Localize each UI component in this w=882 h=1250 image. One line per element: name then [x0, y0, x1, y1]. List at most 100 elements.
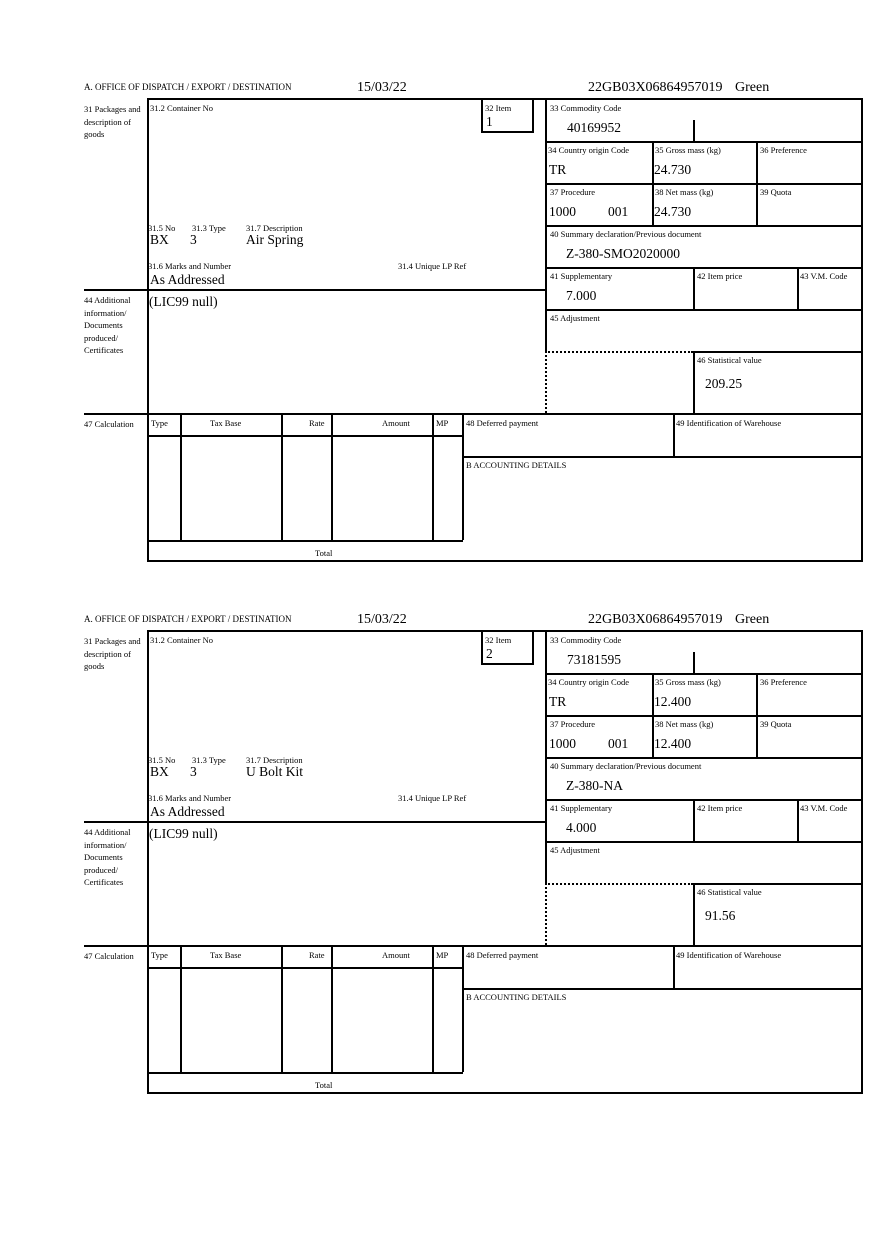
divider	[84, 945, 863, 947]
supplementary-label: 41 Supplementary	[550, 271, 613, 281]
divider	[545, 98, 547, 351]
office-heading: A. OFFICE OF DISPATCH / EXPORT / DESTINA…	[84, 614, 292, 624]
preference-label: 36 Preference	[760, 145, 807, 155]
type-label: 31.3 Type	[192, 223, 226, 233]
divider	[481, 663, 534, 665]
divider	[545, 883, 547, 945]
divider	[147, 630, 863, 632]
divider	[797, 267, 799, 309]
divider	[84, 821, 546, 823]
divider	[545, 757, 862, 759]
item-number: 1	[486, 114, 493, 129]
divider	[331, 413, 333, 540]
marks-label: 31.6 Marks and Number	[148, 261, 232, 271]
reference-number: 22GB03X06864957019	[588, 612, 723, 627]
accounting-label: B ACCOUNTING DETAILS	[466, 992, 567, 1002]
divider	[693, 799, 695, 841]
divider	[281, 945, 283, 1072]
divider	[532, 630, 534, 664]
divider	[652, 141, 654, 225]
summary-value: Z-380-SMO2020000	[566, 246, 680, 261]
divider	[147, 540, 463, 542]
divider	[147, 1092, 863, 1094]
col-tax-base: Tax Base	[210, 418, 242, 428]
gross-label: 35 Gross mass (kg)	[655, 677, 721, 687]
date: 15/03/22	[357, 612, 407, 627]
divider	[180, 413, 182, 540]
divider	[481, 131, 534, 133]
procedure-value: 1000	[549, 204, 576, 219]
declaration-item-block: A. OFFICE OF DISPATCH / EXPORT / DESTINA…	[0, 0, 882, 562]
divider	[84, 289, 546, 291]
divider	[693, 883, 862, 885]
accounting-label: B ACCOUNTING DETAILS	[466, 460, 567, 470]
divider	[545, 799, 862, 801]
gross-value: 12.400	[654, 694, 692, 709]
supplementary-value: 7.000	[566, 288, 597, 303]
quota-label: 39 Quota	[760, 187, 792, 197]
packages-label: 31 Packages and description of goods	[84, 104, 141, 139]
net-label: 38 Net mass (kg)	[655, 187, 714, 197]
packages-label: 31 Packages and description of goods	[84, 636, 141, 671]
summary-value: Z-380-NA	[566, 778, 623, 793]
divider	[147, 98, 149, 562]
description-label: 31.7 Description	[246, 755, 303, 765]
procedure-ext-value: 001	[608, 204, 629, 219]
container-label: 31.2 Container No	[150, 635, 214, 645]
gross-label: 35 Gross mass (kg)	[655, 145, 721, 155]
additional-info-label: 44 Additional information/ Documents pro…	[84, 295, 131, 355]
additional-info-label: 44 Additional information/ Documents pro…	[84, 827, 131, 887]
item-number: 2	[486, 646, 493, 661]
divider	[462, 945, 464, 1072]
description-value: U Bolt Kit	[246, 764, 304, 779]
additional-info-value: (LIC99 null)	[149, 294, 218, 309]
statistical-label: 46 Statistical value	[697, 887, 762, 897]
divider	[545, 673, 862, 675]
divider	[147, 435, 463, 437]
summary-label: 40 Summary declaration/Previous document	[550, 761, 702, 771]
vm-code-label: 43 V.M. Code	[800, 803, 848, 813]
divider	[545, 267, 862, 269]
warehouse-label: 49 Identification of Warehouse	[676, 418, 782, 428]
commodity-value: 40169952	[567, 120, 621, 135]
calculation-label: 47 Calculation	[84, 419, 134, 429]
divider	[180, 945, 182, 1072]
col-amount: Amount	[382, 418, 410, 428]
statistical-value: 209.25	[705, 376, 743, 391]
statistical-label: 46 Statistical value	[697, 355, 762, 365]
reference-number: 22GB03X06864957019	[588, 80, 723, 95]
marks-value: As Addressed	[150, 804, 225, 819]
divider	[693, 351, 862, 353]
adjustment-label: 45 Adjustment	[550, 845, 600, 855]
col-rate: Rate	[309, 950, 325, 960]
divider	[545, 351, 547, 413]
divider	[545, 225, 862, 227]
divider	[673, 945, 675, 988]
divider	[545, 309, 862, 311]
divider	[84, 413, 863, 415]
office-heading: A. OFFICE OF DISPATCH / EXPORT / DESTINA…	[84, 82, 292, 92]
divider	[432, 945, 434, 1072]
type-label: 31.3 Type	[192, 755, 226, 765]
additional-info-value: (LIC99 null)	[149, 826, 218, 841]
statistical-value: 91.56	[705, 908, 736, 923]
deferred-label: 48 Deferred payment	[466, 418, 539, 428]
divider	[545, 141, 862, 143]
type-value: 3	[190, 232, 197, 247]
item-label: 32 Item	[485, 635, 512, 645]
no-value: BX	[150, 764, 169, 779]
divider	[693, 120, 695, 141]
divider	[462, 413, 464, 540]
net-value: 12.400	[654, 736, 692, 751]
description-value: Air Spring	[246, 232, 304, 247]
summary-label: 40 Summary declaration/Previous document	[550, 229, 702, 239]
country-label: 34 Country origin Code	[548, 145, 629, 155]
divider	[331, 945, 333, 1072]
divider	[281, 413, 283, 540]
adjustment-label: 45 Adjustment	[550, 313, 600, 323]
col-rate: Rate	[309, 418, 325, 428]
procedure-label: 37 Procedure	[550, 719, 596, 729]
col-mp: MP	[436, 950, 449, 960]
divider	[147, 967, 463, 969]
container-label: 31.2 Container No	[150, 103, 214, 113]
